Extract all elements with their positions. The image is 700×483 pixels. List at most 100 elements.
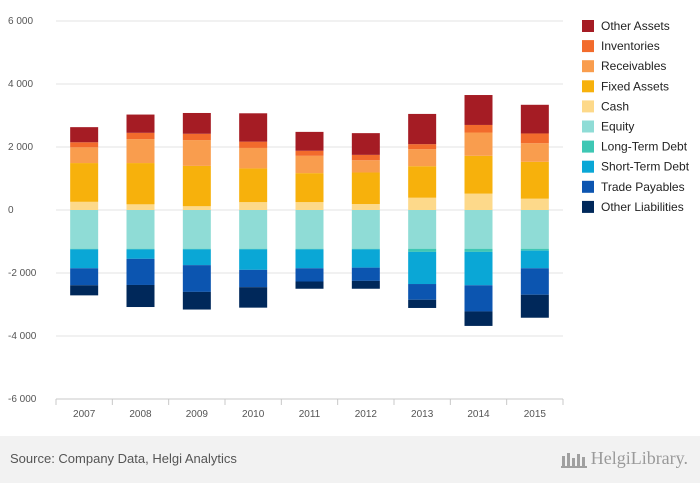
bar-segment	[295, 248, 324, 250]
x-tick-label: 2008	[129, 409, 152, 420]
legend-swatch	[582, 160, 594, 173]
bar-segment	[239, 141, 268, 148]
bar-segment	[520, 161, 549, 199]
bar-segment	[239, 248, 268, 250]
legend-swatch	[582, 80, 594, 93]
bar-segment	[126, 114, 155, 133]
bar-segment	[182, 165, 211, 207]
legend-label: Trade Payables	[601, 180, 685, 194]
y-tick-label: 2 000	[8, 142, 33, 153]
bar-segment	[351, 133, 380, 155]
legend-swatch	[582, 140, 594, 153]
legend-label: Long-Term Debt	[601, 140, 688, 154]
bar-segment	[520, 210, 549, 249]
bar-segment	[126, 210, 155, 249]
bar-segment	[239, 113, 268, 142]
bar-segment	[126, 248, 155, 250]
y-tick-label: -4 000	[8, 331, 37, 342]
bar-segment	[408, 251, 437, 285]
bar-segment	[182, 210, 211, 249]
bar-segment	[70, 201, 99, 210]
bar-segment	[182, 248, 211, 250]
bar-segment	[70, 285, 99, 296]
bar-segment	[408, 113, 437, 145]
brand-logo: HelgiLibrary.	[560, 448, 688, 469]
bar-segment	[351, 280, 380, 289]
bar-segment	[70, 248, 99, 250]
bar-segment	[182, 206, 211, 210]
bar-segment	[520, 143, 549, 162]
bar-segment	[182, 112, 211, 134]
bar-segment	[182, 140, 211, 166]
bar-segment	[295, 268, 324, 282]
x-tick-label: 2010	[242, 409, 265, 420]
bar-segment	[351, 267, 380, 281]
bar-segment	[464, 155, 493, 194]
bar-segment	[239, 202, 268, 210]
x-tick-label: 2013	[411, 409, 434, 420]
legend-swatch	[582, 100, 594, 113]
bar-segment	[295, 210, 324, 249]
y-tick-label: -6 000	[8, 394, 37, 405]
bar-segment	[464, 132, 493, 156]
bar-segment	[351, 204, 380, 210]
x-tick-label: 2011	[299, 409, 321, 420]
bar-segment	[70, 268, 99, 286]
bar-segment	[126, 139, 155, 164]
bars	[70, 95, 549, 326]
legend-label: Equity	[601, 120, 634, 134]
bar-segment	[408, 210, 437, 249]
bar-segment	[295, 249, 324, 269]
x-tick-label: 2015	[524, 409, 547, 420]
y-tick-label: -2 000	[8, 268, 37, 279]
y-tick-label: 0	[8, 205, 14, 216]
footer: Source: Company Data, Helgi Analytics He…	[0, 436, 700, 483]
library-icon	[560, 452, 587, 468]
legend-label: Short-Term Debt	[601, 160, 690, 174]
bar-segment	[520, 250, 549, 269]
bar-segment	[408, 166, 437, 198]
bar-segment	[295, 173, 324, 203]
bar-segment	[295, 150, 324, 156]
bar-segment	[182, 291, 211, 310]
legend-swatch	[582, 200, 594, 213]
bar-segment	[239, 168, 268, 203]
bar-segment	[520, 268, 549, 295]
bar-segment	[464, 248, 493, 252]
bar-segment	[239, 269, 268, 288]
bar-segment	[70, 147, 99, 164]
bar-segment	[464, 124, 493, 133]
legend-label: Other Liabilities	[601, 200, 684, 214]
bar-segment	[70, 210, 99, 249]
bar-segment	[70, 142, 99, 148]
bar-segment	[464, 210, 493, 249]
bar-segment	[351, 248, 380, 250]
bar-segment	[520, 133, 549, 144]
bar-segment	[239, 249, 268, 270]
x-tick-label: 2007	[73, 409, 96, 420]
legend-label: Receivables	[601, 59, 666, 73]
bar-segment	[351, 154, 380, 161]
bar-segment	[408, 248, 437, 252]
x-axis: 2007 2008 2009 2010 2011 2012 2013 2014 2015	[55, 398, 564, 420]
legend-swatch	[582, 180, 594, 193]
bar-segment	[126, 204, 155, 210]
bar-segment	[520, 294, 549, 318]
bar-segment	[126, 132, 155, 140]
bar-segment	[295, 202, 324, 210]
bar-segment	[464, 251, 493, 286]
bar-segment	[351, 160, 380, 173]
legend-label: Cash	[601, 99, 629, 113]
bar-segment	[520, 198, 549, 210]
bar-segment	[126, 284, 155, 308]
bar-segment	[464, 311, 493, 326]
bar-segment	[126, 258, 155, 285]
bar-segment	[70, 127, 99, 143]
bar-segment	[70, 249, 99, 269]
bar-segment	[239, 287, 268, 308]
bar-segment	[520, 104, 549, 134]
x-tick-label: 2009	[186, 409, 209, 420]
bar-segment	[239, 210, 268, 249]
bar-segment	[295, 281, 324, 289]
